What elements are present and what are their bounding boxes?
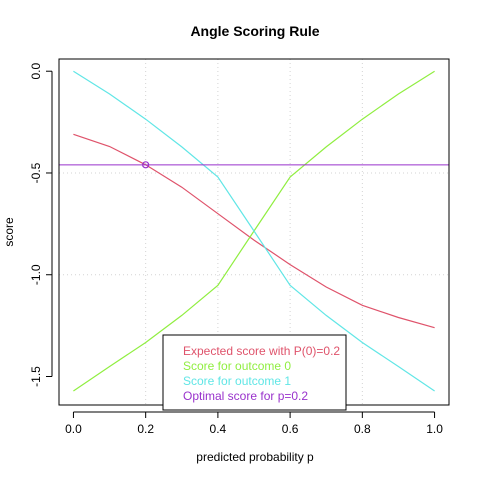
y-tick-label-1: -0.5: [29, 162, 43, 183]
x-tick-label-4: 0.8: [354, 422, 371, 436]
y-tick-label-2: -1.0: [29, 264, 43, 285]
y-tick-label-0: 0.0: [29, 63, 43, 80]
series-layer: [59, 70, 449, 392]
series-line-2: [73, 70, 435, 392]
x-axis-label: predicted probability p: [196, 450, 314, 464]
optimal-point-marker: [142, 161, 150, 169]
y-axis-label: score: [2, 217, 16, 247]
legend-box: [162, 334, 347, 411]
chart-title: Angle Scoring Rule: [190, 23, 319, 39]
x-tick-label-0: 0.0: [65, 422, 82, 436]
legend-entry-0: Expected score with P(0)=0.2: [183, 344, 340, 358]
series-line-0: [73, 133, 435, 329]
y-axis: 0.0 -0.5 -1.0 -1.5: [29, 63, 53, 387]
x-tick-label-3: 0.6: [282, 422, 299, 436]
legend-entry-1: Score for outcome 0: [183, 359, 291, 373]
x-tick-label-2: 0.4: [210, 422, 227, 436]
legend-entry-2: Score for outcome 1: [183, 374, 291, 388]
x-tick-label-1: 0.2: [137, 422, 154, 436]
y-tick-label-3: -1.5: [29, 366, 43, 387]
x-axis: 0.0 0.2 0.4 0.6 0.8 1.0: [65, 411, 443, 436]
x-tick-label-5: 1.0: [426, 422, 443, 436]
legend-entry-3: Optimal score for p=0.2: [183, 389, 308, 403]
